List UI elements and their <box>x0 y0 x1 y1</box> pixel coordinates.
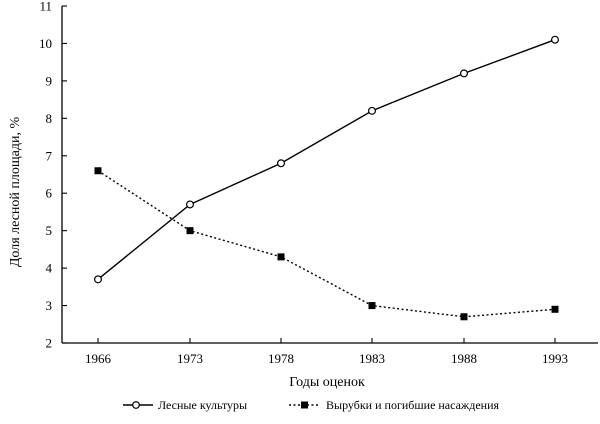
data-point <box>94 167 102 175</box>
y-tick-label: 3 <box>46 298 53 313</box>
data-point <box>277 159 286 168</box>
series <box>93 35 559 321</box>
data-point <box>186 227 194 235</box>
series-1 <box>93 35 559 284</box>
data-point <box>368 106 377 115</box>
legend-label-series-2: Вырубки и погибшие насаждения <box>326 398 500 412</box>
y-tick-label: 8 <box>46 111 53 126</box>
legend: Лесные культуры Вырубки и погибшие насаж… <box>123 398 500 412</box>
x-tick-label: 1966 <box>85 351 112 366</box>
x-tick-label: 1973 <box>177 351 203 366</box>
y-tick-label: 7 <box>46 148 53 163</box>
axes <box>61 6 598 344</box>
series-line <box>97 170 556 318</box>
data-point <box>186 200 195 209</box>
legend-marker-circle <box>132 401 140 409</box>
x-tick-label: 1988 <box>451 351 477 366</box>
data-point <box>460 69 469 78</box>
series-line <box>97 39 556 280</box>
y-tick-label: 2 <box>46 336 53 351</box>
x-tick-label: 1993 <box>542 351 568 366</box>
ticks: 2 3 4 5 6 7 8 9 10 11 1966 1973 1978 1983 1988 1993 <box>39 0 568 366</box>
data-point <box>277 253 285 261</box>
data-point <box>368 302 376 310</box>
y-tick-label: 10 <box>39 36 52 51</box>
data-point <box>93 275 102 284</box>
x-tick-label: 1978 <box>268 351 294 366</box>
data-point <box>550 35 559 44</box>
data-point <box>551 305 559 313</box>
y-tick-label: 4 <box>46 261 53 276</box>
series-2 <box>94 167 559 321</box>
data-point <box>460 313 468 321</box>
legend-marker-square <box>301 401 308 409</box>
y-axis-title: Доля лесной площади, % <box>8 117 23 268</box>
x-tick-label: 1983 <box>359 351 385 366</box>
y-tick-label: 9 <box>46 73 53 88</box>
y-tick-label: 5 <box>46 223 53 238</box>
x-axis-title: Годы оценок <box>289 375 365 390</box>
y-tick-label: 11 <box>39 0 52 14</box>
y-tick-label: 6 <box>46 186 53 201</box>
legend-label-series-1: Лесные культуры <box>158 398 247 412</box>
